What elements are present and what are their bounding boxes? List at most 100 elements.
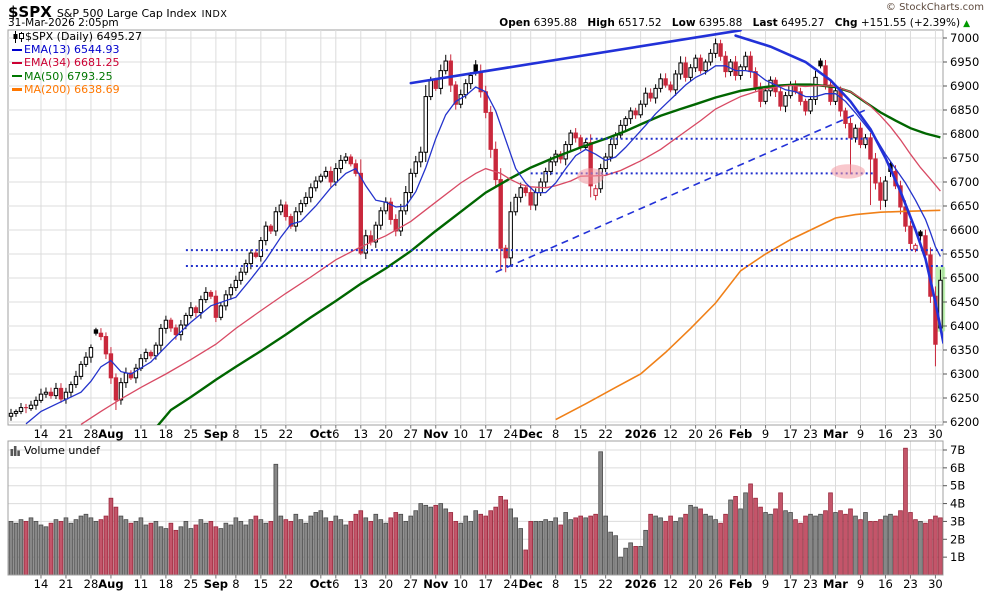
index-name: S&P 500 Large Cap Index [56,7,197,20]
ema13-line [25,65,941,425]
date-axis-label: Sep [204,577,228,591]
low-label: Low [671,17,696,29]
date-axis-label: Dec [519,427,543,441]
volume-axis-label: 2B [950,532,965,546]
histogram-icon [10,446,20,456]
legend-ma50: MA(50) 6793.25 [24,69,113,83]
date-axis-label: 15 [573,427,588,441]
trendline-annotation [409,30,742,85]
annotations-layer [185,30,943,345]
date-axis-label: 8 [232,577,239,591]
title-row: $SPX S&P 500 Large Cap Index INDX [8,2,227,21]
ellipse-annotation [577,168,605,185]
price-axis-label: 6850 [950,103,979,117]
date-axis-label: 20 [378,577,393,591]
date-axis-label: 20 [688,427,703,441]
date-axis-label: 28 [84,427,99,441]
date-axis-label: Mar [823,577,848,591]
dashed-trendline-annotation [495,109,866,273]
high-label: High [587,17,615,29]
date-axis-label: 20 [688,577,703,591]
date-axis-label: 14 [34,577,49,591]
date-axis-label: Sep [204,427,228,441]
price-axis-label: 7000 [950,31,979,45]
date-axis-label: Feb [729,427,752,441]
date-axis-label: 13 [353,577,368,591]
exchange-label: INDX [201,9,228,20]
date-axis-label: 25 [184,427,199,441]
volume-axis-label: 5B [950,479,965,493]
date-axis-label: 23 [803,427,818,441]
price-axis-label: 6550 [950,247,979,261]
date-axis-label: 27 [403,577,418,591]
date-axis-label: 6 [332,427,339,441]
ema13-swatch [12,48,22,52]
date-axis-label: 17 [478,577,493,591]
copyright: © StockCharts.com [885,2,984,13]
date-axis-label: Oct [310,577,333,591]
date-axis-label: 23 [903,577,918,591]
date-axis-label: 16 [878,427,893,441]
date-axis-label: 24 [503,577,518,591]
legend-ma200-row: MA(200) 6638.69 [12,83,142,96]
date-axis-label: 16 [878,577,893,591]
date-axis-label: 23 [903,427,918,441]
ellipse-annotation [831,164,865,179]
date-axis-label: 9 [762,577,769,591]
price-axis-label: 6500 [950,271,979,285]
date-axis-label: 8 [552,577,559,591]
ma50-swatch [12,74,22,78]
date-axis-label: 28 [84,577,99,591]
legend-main-row: $SPX (Daily) 6495.27 [12,30,142,43]
date-axis-label: 9 [857,577,864,591]
price-axis-label: 6900 [950,79,979,93]
low-value: 6395.88 [698,17,743,29]
date-axis-label: 22 [598,427,613,441]
legend-ema34-row: EMA(34) 6681.25 [12,56,142,69]
volume-panel-label: Volume undef [10,444,100,457]
date-axis-label: 15 [573,577,588,591]
date-axis-label: 8 [232,427,239,441]
date-axis-label: 26 [708,577,723,591]
date-axis-label: 22 [598,577,613,591]
date-axis-label: 17 [783,427,798,441]
legend-ma200: MA(200) 6638.69 [24,82,120,96]
candlestick-icon [13,30,24,43]
price-axis-label: 6450 [950,295,979,309]
date-axis-label: 2026 [625,427,657,441]
legend-ema34: EMA(34) 6681.25 [24,56,120,70]
price-axis-label: 6800 [950,127,979,141]
date-axis-label: 13 [353,427,368,441]
volume-axis-label: 4B [950,497,965,511]
legend-ema13: EMA(13) 6544.93 [24,43,120,57]
date-axis-label: 2026 [625,577,657,591]
price-axis-label: 6750 [950,151,979,165]
up-arrow-icon: ▲ [963,19,970,29]
date-axis-label: 30 [928,577,943,591]
last-value: 6495.27 [781,17,825,29]
date-axis-label: 26 [708,427,723,441]
chg-value: +151.55 (+2.39%) [860,17,961,29]
high-value: 6517.52 [618,17,662,29]
symbol: $SPX [8,3,52,21]
date-axis-label: 12 [663,427,678,441]
volume-label-text: Volume undef [24,444,100,457]
date-axis-label: Aug [98,577,123,591]
quote-row: Open 6395.88 High 6517.52 Low 6395.88 La… [499,17,970,29]
date-axis-label: 24 [503,427,518,441]
price-axis-label: 6650 [950,199,979,213]
date-axis-label: 10 [453,427,468,441]
date-axis-label: 6 [332,577,339,591]
legend-symbol: $SPX (Daily) 6495.27 [25,30,143,43]
price-axis-label: 6600 [950,223,979,237]
price-panel [7,29,944,426]
price-axis-label: 6700 [950,175,979,189]
date-axis-label: 11 [134,577,149,591]
chart-datetime: 31-Mar-2026 2:05pm [8,17,119,29]
price-axis-label: 6250 [950,391,979,405]
open-value: 6395.88 [533,17,578,29]
volume-axis-label: 3B [950,514,965,528]
date-axis-label: 18 [159,427,174,441]
candles-layer [8,38,943,421]
